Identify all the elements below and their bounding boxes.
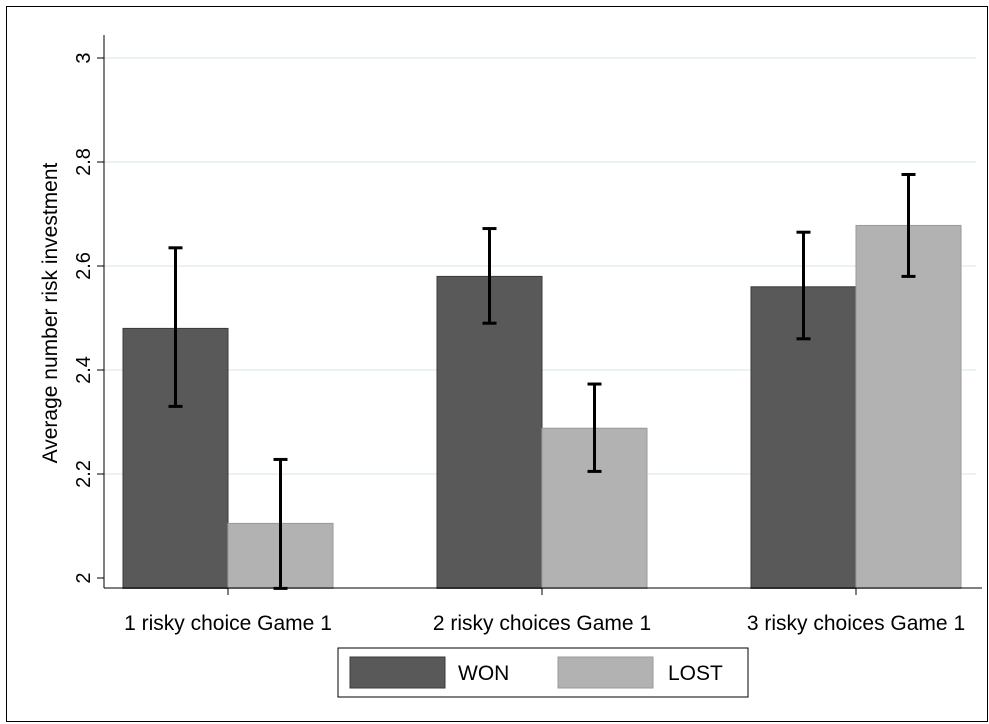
x-tick-label: 3 risky choices Game 1: [747, 612, 965, 635]
legend-swatch-won: [349, 656, 446, 689]
y-tick-label: 2.8: [73, 148, 95, 176]
y-tick-label: 2: [73, 572, 95, 583]
legend: WON LOST: [337, 647, 749, 698]
x-tick-label: 2 risky choices Game 1: [433, 612, 651, 635]
y-axis-label: Average number risk investment: [39, 162, 62, 463]
y-tick-label: 2.6: [73, 252, 95, 280]
legend-label-won: WON: [458, 662, 509, 685]
axes: [103, 35, 982, 589]
bars: [122, 224, 962, 589]
error-bars: [168, 172, 916, 590]
y-tick-label: 2.2: [73, 460, 95, 488]
y-tick-label: 3: [73, 52, 95, 63]
legend-label-lost: LOST: [668, 662, 723, 685]
y-ticks: 2 2.2 2.4 2.6 2.8 3: [73, 52, 104, 584]
x-ticks: 1 risky choice Game 1 2 risky choices Gam…: [124, 588, 965, 635]
bar-won: [122, 327, 229, 589]
x-tick-label: 1 risky choice Game 1: [124, 612, 332, 635]
bar-lost: [855, 224, 962, 589]
y-tick-label: 2.4: [73, 356, 95, 384]
legend-swatch-lost: [557, 656, 654, 689]
